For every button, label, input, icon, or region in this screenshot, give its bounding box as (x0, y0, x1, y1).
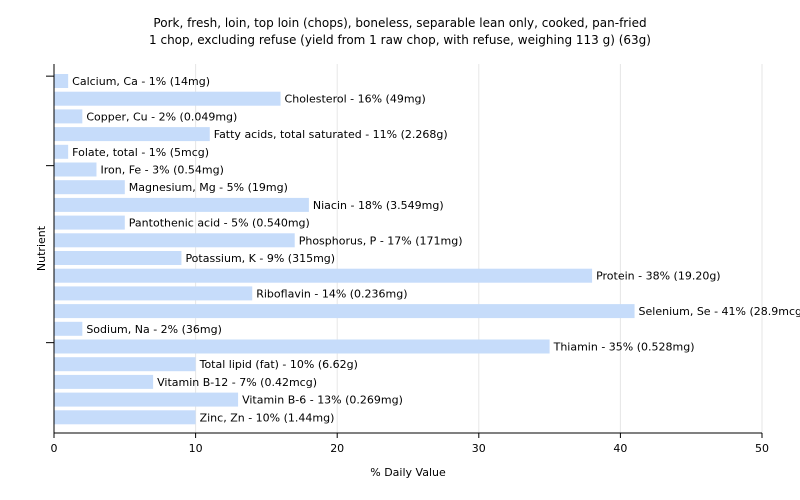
bar-label: Zinc, Zn - 10% (1.44mg) (200, 411, 335, 424)
bar (54, 392, 239, 407)
y-axis-label: Nutrient (35, 225, 48, 271)
bar-label: Vitamin B-6 - 13% (0.269mg) (242, 394, 403, 407)
bar-label: Sodium, Na - 2% (36mg) (86, 323, 222, 336)
bar (54, 74, 69, 88)
bar (54, 374, 154, 389)
bar (54, 215, 125, 230)
bar (54, 109, 83, 124)
x-tick-label: 40 (613, 442, 627, 455)
bar (54, 91, 281, 106)
bar (54, 304, 635, 319)
bar-label: Iron, Fe - 3% (0.54mg) (100, 164, 223, 177)
grid-lines (195, 64, 763, 433)
bar-label: Niacin - 18% (3.549mg) (313, 199, 444, 212)
bar (54, 321, 83, 336)
bar (54, 357, 196, 372)
chart-subtitle: 1 chop, excluding refuse (yield from 1 r… (149, 33, 651, 47)
bar-label: Riboflavin - 14% (0.236mg) (256, 287, 407, 300)
bar (54, 268, 593, 283)
bar (54, 233, 295, 248)
bars: Calcium, Ca - 1% (14mg) Cholesterol - 16%… (54, 74, 800, 425)
bar (54, 162, 97, 177)
bar-label: Cholesterol - 16% (49mg) (285, 93, 426, 106)
bar (54, 251, 182, 265)
bar (54, 339, 550, 354)
bar (54, 197, 309, 212)
x-tick-label: 50 (755, 442, 769, 455)
bar-label: Phosphorus, P - 17% (171mg) (299, 234, 463, 247)
bar-label: Selenium, Se - 41% (28.9mcg) (639, 305, 800, 318)
bar-label: Total lipid (fat) - 10% (6.62g) (199, 358, 358, 371)
x-axis-label: % Daily Value (370, 466, 446, 479)
x-tick-label: 30 (472, 442, 486, 455)
bar-label: Thiamin - 35% (0.528mg) (553, 341, 695, 354)
chart-title: Pork, fresh, loin, top loin (chops), bon… (153, 16, 647, 30)
bar-label: Calcium, Ca - 1% (14mg) (72, 75, 210, 88)
bar (54, 180, 125, 195)
bar-label: Copper, Cu - 2% (0.049mg) (86, 110, 237, 123)
bar-label: Vitamin B-12 - 7% (0.42mcg) (157, 376, 317, 389)
bar-label: Potassium, K - 9% (315mg) (185, 252, 335, 265)
bar (54, 144, 69, 159)
bar-label: Magnesium, Mg - 5% (19mg) (129, 181, 288, 194)
bar-label: Pantothenic acid - 5% (0.540mg) (129, 217, 310, 230)
bar-label: Fatty acids, total saturated - 11% (2.26… (214, 128, 448, 141)
bar-label: Folate, total - 1% (5mcg) (72, 146, 209, 159)
bar (54, 127, 210, 142)
bar (54, 410, 196, 425)
x-tick-label: 0 (51, 442, 58, 455)
bar-label: Protein - 38% (19.20g) (596, 270, 721, 283)
x-tick-label: 20 (330, 442, 344, 455)
bar (54, 286, 253, 301)
axes (53, 64, 762, 434)
x-ticks: 0 10 20 30 40 50 (46, 75, 769, 455)
x-tick-label: 10 (189, 442, 203, 455)
